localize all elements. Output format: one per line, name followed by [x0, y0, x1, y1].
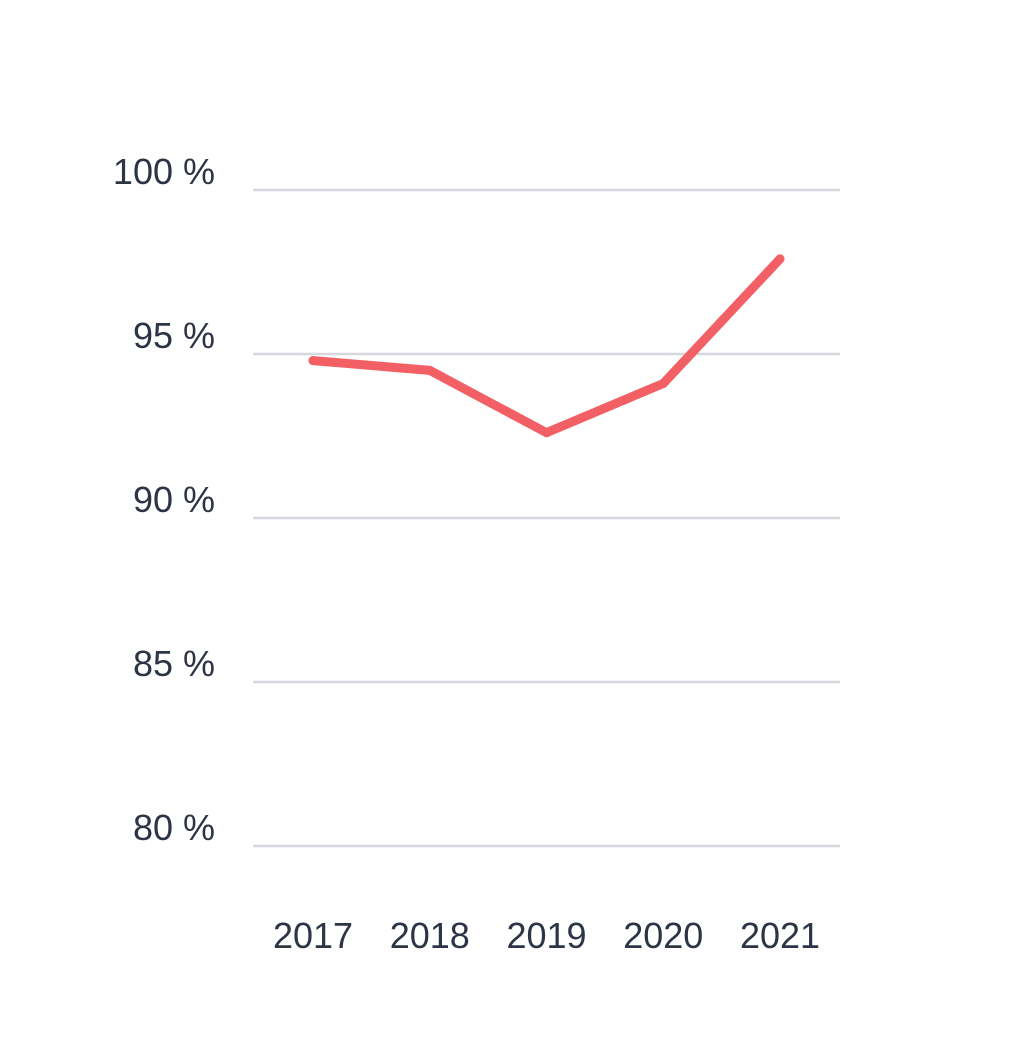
data-point [542, 428, 551, 438]
x-tick-label: 2018 [390, 915, 470, 956]
data-point [775, 254, 785, 264]
x-tick-label: 2021 [740, 915, 820, 956]
data-point [308, 356, 318, 366]
x-axis-ticks: 2017 2018 2019 2020 2021 [273, 915, 820, 956]
y-tick-label: 85 % [133, 643, 215, 684]
series-line-0 [308, 254, 785, 438]
y-tick-label: 95 % [133, 315, 215, 356]
y-tick-label: 90 % [133, 479, 215, 520]
x-tick-label: 2017 [273, 915, 353, 956]
y-axis-ticks: 80 % 85 % 90 % 95 % 100 % [113, 151, 215, 848]
data-point [425, 365, 435, 375]
x-tick-label: 2020 [623, 915, 703, 956]
data-point [658, 379, 668, 389]
y-tick-label: 100 % [113, 151, 215, 192]
x-tick-label: 2019 [506, 915, 586, 956]
gridlines [253, 188, 840, 848]
series [308, 254, 785, 438]
y-tick-label: 80 % [133, 807, 215, 848]
